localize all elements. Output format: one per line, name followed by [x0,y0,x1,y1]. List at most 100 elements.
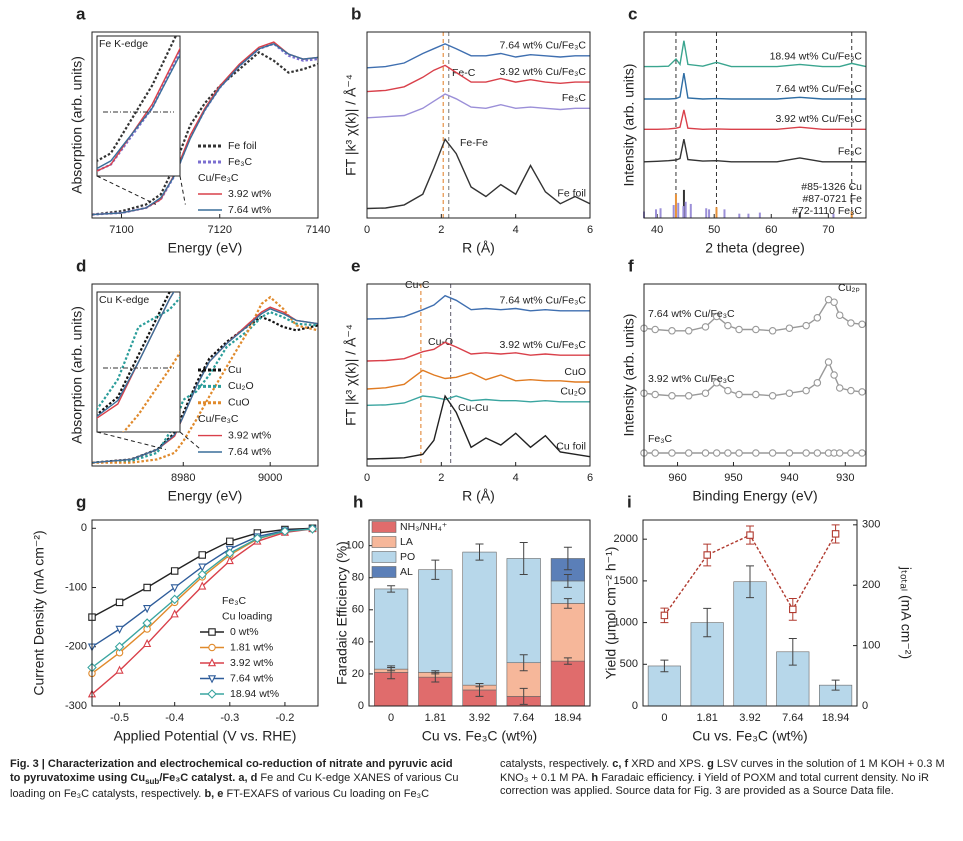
marker [660,611,669,620]
error-bar [431,670,440,675]
y2-tick-label: 300 [862,519,880,531]
reference-label: Cu-O [428,336,453,348]
x-axis-label: 2 theta (degree) [705,240,805,256]
series-label: CuO [564,366,586,378]
inset-connector [179,431,201,450]
marker [724,449,732,457]
marker [198,563,207,572]
y-axis-label: Intensity (arb. units) [621,314,637,437]
plot-frame [643,31,867,219]
plot-frame [643,283,867,467]
y-tick-label: 60 [352,604,364,616]
y-tick-label: 20 [352,668,364,680]
x-tick-label: 7120 [207,224,231,236]
marker [802,386,810,395]
error-bar [563,657,572,665]
y-tick-label: 40 [352,636,364,648]
x-tick-label: 0 [661,712,667,724]
marker [252,533,263,544]
x-tick-label: 1.81 [425,712,446,724]
legend-label: Cu [228,364,242,376]
legend-marker [208,628,216,636]
legend-title: Fe₃C [222,595,247,607]
reference-name: #72-1110 Fe₃C [792,205,862,217]
x-axis-label: R (Å) [462,488,495,504]
marker [115,665,124,674]
series-line [366,294,590,320]
panel-label: i [627,492,632,511]
marker [684,392,693,400]
x-tick-label: 960 [668,472,686,484]
x-tick-label: -0.4 [165,712,184,724]
marker [752,449,760,457]
marker [170,609,179,618]
marker [114,641,125,652]
x-tick-label: 18.94 [554,712,582,724]
marker [668,449,676,457]
marker [143,605,152,614]
series-line [644,109,866,131]
marker [746,531,754,539]
caption-item-label: g [707,758,714,770]
y-axis-label: Yield (μmol cm⁻² h⁻¹) [603,547,619,680]
x-axis-label: Cu vs. Fe₃C (wt%) [692,728,807,744]
series-line [91,315,319,464]
caption-title-text: /Fe₃C catalyst. [159,771,236,784]
error-bar [519,687,528,705]
series-label: 7.64 wt% Cu/Fe₃C [499,295,586,307]
plot-frame [368,519,591,707]
bar [550,603,585,662]
caption-item-label: h [591,771,599,784]
x-axis-label: Applied Potential (V vs. RHE) [114,728,297,744]
series-label: 3.92 wt% Cu/Fe₃C [499,339,586,351]
y-tick-label: -200 [65,641,87,653]
legend-swatch [371,566,397,578]
legend-label: 3.92 wt% [228,429,271,441]
marker [813,379,822,387]
x-tick-label: 9000 [258,472,282,484]
series-line [643,138,866,163]
x-tick-label: 7.64 [782,712,803,724]
marker [143,625,151,633]
error-bar [746,565,754,599]
caption-items: a, d Fe and Cu K-edge XANES of various C… [10,758,945,800]
marker [115,598,124,607]
legend-marker [208,643,216,652]
marker [198,551,206,559]
marker [752,325,760,334]
y2-tick-label: 100 [862,640,880,652]
x-axis-label: Energy (eV) [168,488,243,504]
legend-label: AL [400,566,413,578]
legend-swatch [371,536,397,548]
bar [550,660,585,707]
legend-label: CuO [228,397,250,409]
marker [143,583,151,592]
series-line [91,308,319,464]
error-bar [387,667,396,672]
error-bar [519,654,528,672]
marker [752,390,760,399]
y-tick-label: 0 [632,700,638,712]
panel-label: e [351,256,360,275]
error-bar [788,637,797,666]
y-axis-label: Faradaic Efficiency (%) [334,541,350,685]
marker [813,314,822,322]
marker [768,392,777,400]
x-tick-label: 4 [513,224,519,236]
caption-item-text: Faradaic efficiency. [601,771,695,784]
x-tick-label: 1.81 [696,712,717,724]
legend-swatch [371,551,397,563]
panel-label: d [76,256,86,275]
series-line [366,137,591,210]
x-tick-label: 7100 [109,224,133,236]
x-axis-label: Binding Energy (eV) [692,488,817,504]
x-tick-label: 2 [438,224,444,236]
marker [768,327,777,335]
bar [418,569,453,673]
marker [701,389,710,397]
y-tick-label: 100 [346,540,364,552]
marker [712,449,721,457]
legend-marker [207,658,217,667]
series-label: Fe foil [557,187,586,199]
x-tick-label: 7.64 [513,712,534,724]
